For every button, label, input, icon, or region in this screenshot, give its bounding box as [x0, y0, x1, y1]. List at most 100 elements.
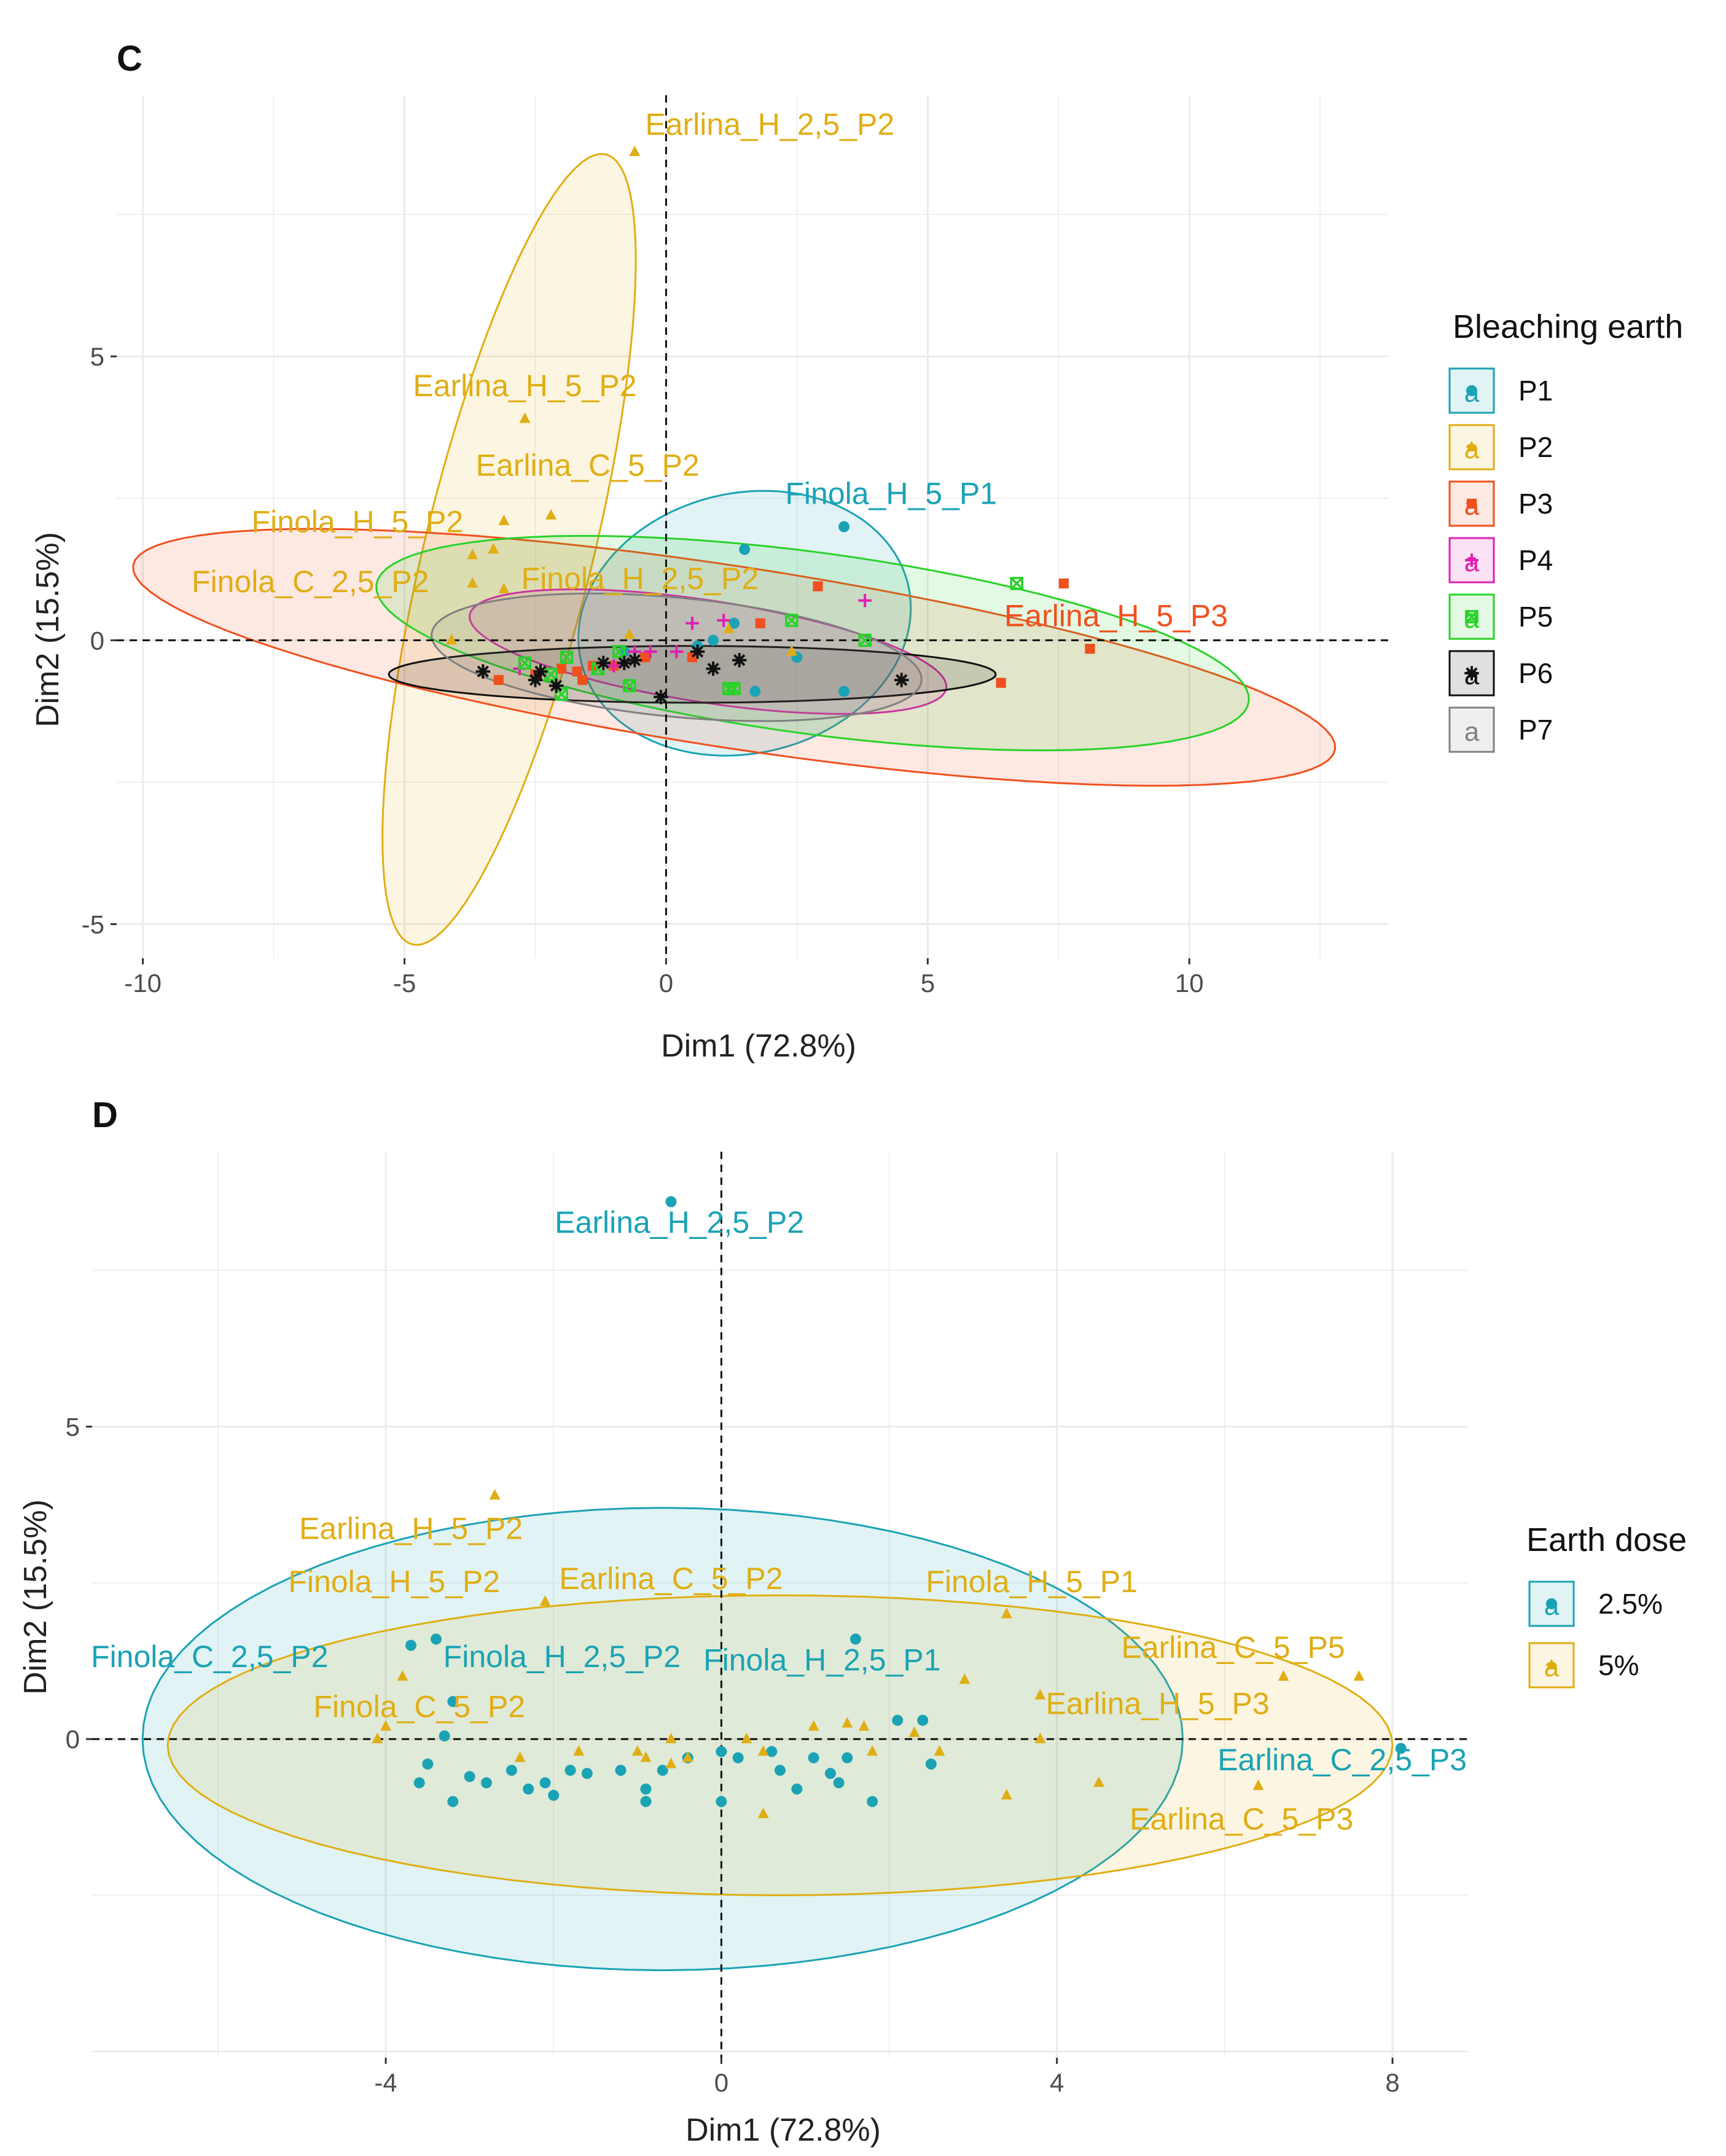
point-label: Earlina_C_2,5_P3	[1217, 1743, 1467, 1777]
data-point-25	[791, 1783, 803, 1795]
data-point-p6	[690, 644, 705, 659]
data-point-5	[757, 1807, 769, 1819]
data-point-p2	[786, 645, 797, 656]
panel-c-x-axis-label: Dim1 (72.8%)	[661, 1028, 856, 1064]
x-tick-label: -4	[374, 2068, 397, 2097]
data-point-5	[1001, 1789, 1012, 1800]
data-point-p5	[727, 682, 741, 695]
panel-d-letter: D	[92, 1095, 118, 1135]
data-point-p2	[545, 509, 557, 520]
legend-key-marker	[1465, 553, 1478, 567]
data-point-p6	[596, 655, 611, 671]
data-point-25	[564, 1765, 576, 1776]
data-point-p2	[623, 628, 635, 639]
data-point-p6	[533, 664, 548, 679]
data-point-p2	[467, 577, 478, 588]
legend-label: P1	[1518, 375, 1553, 407]
point-label: Finola_H_2,5_P2	[521, 561, 759, 596]
data-point-p6	[894, 673, 909, 687]
data-point-p2	[467, 549, 478, 560]
confidence-ellipse-p3	[132, 528, 1337, 787]
point-label: Earlina_H_5_P2	[299, 1512, 523, 1546]
point-label: Earlina_H_5_P2	[413, 369, 636, 403]
data-point-p5	[785, 614, 799, 627]
data-point-25	[405, 1639, 417, 1651]
data-point-25	[892, 1714, 904, 1726]
point-label: Earlina_H_5_P3	[1004, 598, 1228, 633]
data-point-5	[372, 1732, 383, 1743]
data-point-5	[1001, 1607, 1012, 1619]
point-label: Finola_H_2,5_P2	[443, 1639, 681, 1674]
point-label: Finola_C_5_P2	[313, 1690, 525, 1724]
panel-d-legend-title: Earth dose	[1526, 1521, 1687, 1558]
data-point-25	[766, 1746, 778, 1757]
data-point-p3	[556, 663, 567, 674]
data-point-25	[867, 1795, 878, 1807]
data-point-5	[842, 1717, 853, 1728]
panel-c-points	[446, 146, 1095, 705]
point-label: Earlina_H_2,5_P2	[555, 1205, 804, 1240]
data-point-25	[615, 1765, 627, 1776]
data-point-25	[1395, 1743, 1407, 1754]
panel-d-tick-labels: -4 0 4 8 0 5	[66, 1413, 1400, 2097]
data-point-25	[842, 1752, 853, 1763]
data-point-25	[539, 1777, 551, 1789]
panel-c-y-axis-label: Dim2 (15.5%)	[30, 532, 66, 727]
data-point-5	[514, 1751, 526, 1762]
legend-label: 2.5%	[1598, 1588, 1663, 1620]
data-point-p6	[706, 661, 720, 676]
data-point-p6	[627, 653, 642, 668]
data-point-p3	[640, 652, 650, 663]
data-point-p5	[560, 650, 574, 664]
data-point-5	[640, 1751, 652, 1762]
data-point-5	[539, 1595, 551, 1606]
data-point-5	[867, 1745, 878, 1756]
panel-d-grid	[92, 1152, 1468, 2058]
data-point-p1	[739, 544, 751, 555]
data-point-p4	[858, 593, 872, 607]
data-point-p1	[838, 521, 850, 533]
legend-label: P4	[1518, 544, 1553, 576]
data-point-p2	[446, 634, 458, 645]
data-point-5	[741, 1732, 752, 1743]
data-point-5	[665, 1757, 677, 1768]
data-point-25	[413, 1777, 425, 1789]
data-point-5	[489, 1489, 501, 1500]
data-point-p1	[838, 685, 850, 697]
data-point-p1	[708, 635, 719, 646]
data-point-25	[917, 1714, 929, 1726]
panel-c-legend: aP1aP2aP3aP4aP5aP6aP7	[1448, 367, 1553, 753]
data-point-25	[447, 1696, 459, 1708]
x-tick-label: 5	[921, 969, 935, 998]
data-point-25	[480, 1777, 492, 1789]
data-point-25	[775, 1765, 786, 1776]
confidence-ellipse-p5	[375, 534, 1250, 752]
data-point-5	[757, 1745, 769, 1756]
data-point-25	[833, 1777, 845, 1789]
data-point-p2	[629, 146, 641, 157]
point-label: Earlina_C_5_P5	[1121, 1630, 1345, 1665]
data-point-p5	[555, 687, 568, 701]
data-point-25	[665, 1196, 677, 1208]
data-point-5	[682, 1751, 693, 1762]
point-label: Earlina_H_5_P3	[1046, 1687, 1270, 1721]
data-point-25	[422, 1758, 434, 1770]
data-point-5	[1034, 1732, 1046, 1743]
data-point-5	[959, 1673, 970, 1684]
data-point-p2	[488, 543, 499, 554]
legend-key-c-4	[1448, 593, 1495, 640]
legend-key-marker	[1465, 610, 1478, 623]
data-point-25	[506, 1765, 517, 1776]
data-point-p4	[607, 659, 621, 673]
panel-d-points	[372, 1196, 1407, 1819]
panel-c-legend-title: Bleaching earth	[1453, 308, 1683, 345]
panel-c-letter: C	[117, 39, 143, 79]
point-label: Finola_C_2,5_P2	[192, 564, 429, 599]
data-point-p6	[732, 653, 747, 668]
data-point-5	[573, 1745, 585, 1756]
data-point-p3	[572, 666, 582, 677]
data-point-25	[447, 1795, 459, 1807]
data-point-p4	[644, 645, 657, 658]
